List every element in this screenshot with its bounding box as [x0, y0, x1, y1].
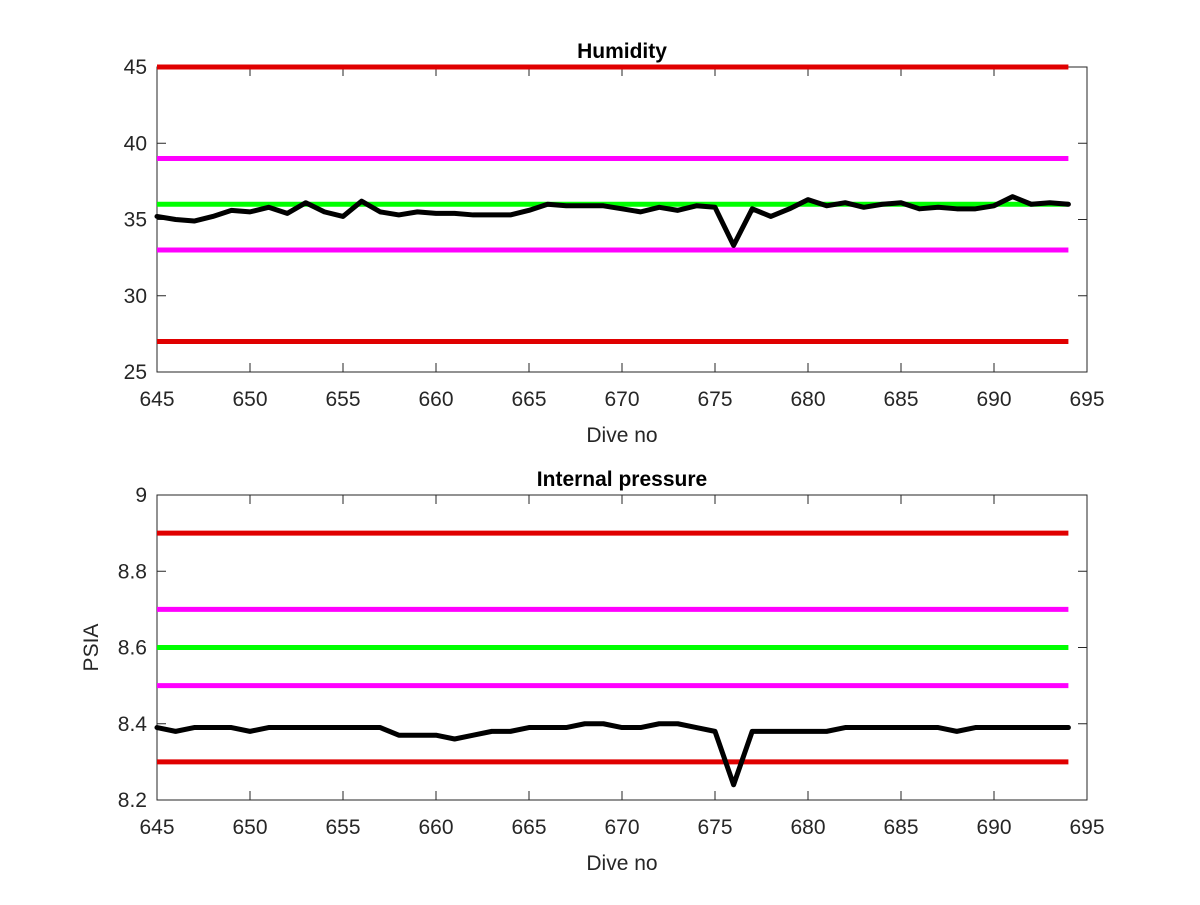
x-tick-label: 685 — [883, 388, 918, 411]
y-tick-label: 35 — [124, 209, 147, 232]
plot-title: Humidity — [577, 40, 667, 63]
plot-panel-1: 645 650 655 660 665 670 675 680 685 690 695 25 30 35 4… — [124, 40, 1105, 447]
y-axis-label: PSIA — [80, 624, 103, 672]
x-tick-label: 650 — [232, 388, 267, 411]
y-tick-label: 8.4 — [118, 713, 148, 736]
x-tick-label: 660 — [418, 388, 453, 411]
data-series-line — [154, 721, 1071, 788]
x-tick-label: 655 — [325, 816, 360, 839]
y-tick-label: 30 — [124, 285, 147, 308]
y-tick-label: 8.8 — [118, 560, 147, 583]
y-tick-label: 9 — [135, 484, 147, 507]
x-tick-label: 645 — [139, 388, 174, 411]
x-tick-label: 670 — [604, 816, 639, 839]
x-tick-label: 680 — [790, 388, 825, 411]
x-axis-label: Dive no — [586, 852, 657, 875]
x-tick-label: 685 — [883, 816, 918, 839]
y-tick-label: 8.6 — [118, 637, 147, 660]
x-tick-label: 650 — [232, 816, 267, 839]
x-tick-label: 645 — [139, 816, 174, 839]
y-tick-label: 40 — [124, 132, 147, 155]
x-tick-label: 675 — [697, 816, 732, 839]
x-tick-label: 665 — [511, 816, 546, 839]
x-tick-label: 695 — [1069, 388, 1104, 411]
plot-panel-2: 645 650 655 660 665 670 675 680 685 690 695 8.2 8.4 8… — [80, 468, 1105, 875]
data-series-line — [154, 194, 1071, 248]
y-tick-label: 8.2 — [118, 789, 147, 812]
x-tick-label: 660 — [418, 816, 453, 839]
x-tick-label: 665 — [511, 388, 546, 411]
x-tick-label: 690 — [976, 388, 1011, 411]
x-tick-label: 655 — [325, 388, 360, 411]
x-tick-label: 675 — [697, 388, 732, 411]
y-tick-label: 25 — [124, 361, 147, 384]
y-tick-label: 45 — [124, 56, 147, 79]
plot-title: Internal pressure — [537, 468, 707, 491]
x-tick-label: 690 — [976, 816, 1011, 839]
x-tick-label: 695 — [1069, 816, 1104, 839]
x-tick-label: 670 — [604, 388, 639, 411]
x-tick-label: 680 — [790, 816, 825, 839]
axes-box — [156, 66, 1088, 373]
x-axis-label: Dive no — [586, 424, 657, 447]
